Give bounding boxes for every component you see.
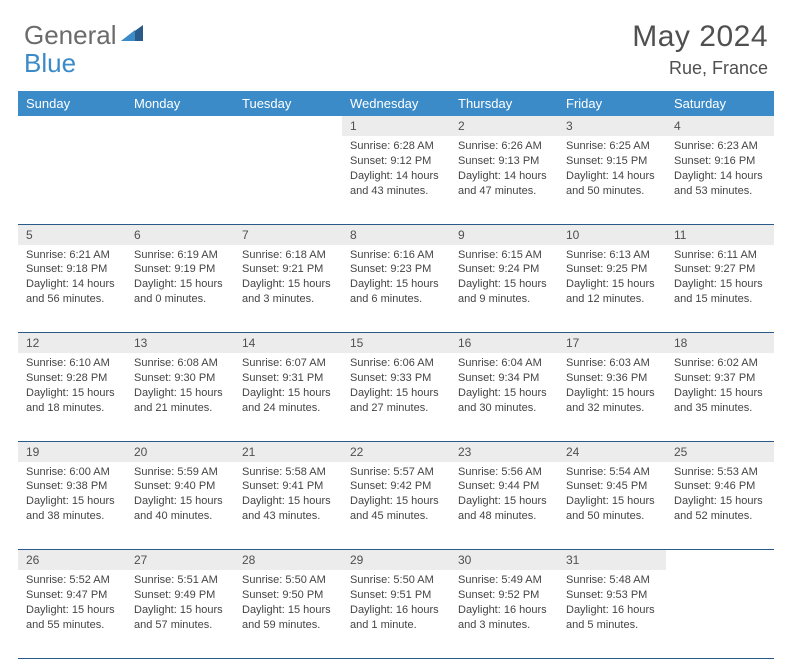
day-number: 5 <box>18 224 126 245</box>
day-number: 9 <box>450 224 558 245</box>
day-number: 3 <box>558 116 666 136</box>
day-cell: Sunrise: 6:21 AMSunset: 9:18 PMDaylight:… <box>18 245 126 333</box>
logo-text-blue: Blue <box>24 48 76 78</box>
month-title: May 2024 <box>632 20 768 54</box>
location: Rue, France <box>632 58 768 79</box>
day-number: 12 <box>18 333 126 354</box>
day-number: 29 <box>342 550 450 571</box>
day-cell: Sunrise: 5:51 AMSunset: 9:49 PMDaylight:… <box>126 570 234 658</box>
day-number <box>18 116 126 136</box>
day-number: 2 <box>450 116 558 136</box>
weekday-header: Monday <box>126 91 234 116</box>
day-cell: Sunrise: 6:06 AMSunset: 9:33 PMDaylight:… <box>342 353 450 441</box>
day-number-row: 567891011 <box>18 224 774 245</box>
logo-blue-wrap: Blue <box>24 48 76 79</box>
day-number: 26 <box>18 550 126 571</box>
weekday-header: Tuesday <box>234 91 342 116</box>
day-number: 24 <box>558 441 666 462</box>
day-number: 31 <box>558 550 666 571</box>
calendar-header-row: SundayMondayTuesdayWednesdayThursdayFrid… <box>18 91 774 116</box>
day-number: 6 <box>126 224 234 245</box>
day-number: 15 <box>342 333 450 354</box>
weekday-header: Wednesday <box>342 91 450 116</box>
day-cell: Sunrise: 5:58 AMSunset: 9:41 PMDaylight:… <box>234 462 342 550</box>
day-number: 13 <box>126 333 234 354</box>
day-number <box>666 550 774 571</box>
day-cell: Sunrise: 6:03 AMSunset: 9:36 PMDaylight:… <box>558 353 666 441</box>
day-number: 8 <box>342 224 450 245</box>
day-cell: Sunrise: 5:52 AMSunset: 9:47 PMDaylight:… <box>18 570 126 658</box>
day-content-row: Sunrise: 6:10 AMSunset: 9:28 PMDaylight:… <box>18 353 774 441</box>
day-cell <box>126 136 234 224</box>
day-number: 11 <box>666 224 774 245</box>
logo-text-general: General <box>24 20 117 51</box>
day-cell: Sunrise: 5:49 AMSunset: 9:52 PMDaylight:… <box>450 570 558 658</box>
weekday-header: Friday <box>558 91 666 116</box>
day-number <box>126 116 234 136</box>
day-cell <box>18 136 126 224</box>
weekday-header: Sunday <box>18 91 126 116</box>
day-cell <box>666 570 774 658</box>
day-cell: Sunrise: 5:48 AMSunset: 9:53 PMDaylight:… <box>558 570 666 658</box>
day-cell: Sunrise: 5:50 AMSunset: 9:50 PMDaylight:… <box>234 570 342 658</box>
weekday-header: Thursday <box>450 91 558 116</box>
day-number: 25 <box>666 441 774 462</box>
day-content-row: Sunrise: 5:52 AMSunset: 9:47 PMDaylight:… <box>18 570 774 658</box>
day-content-row: Sunrise: 6:21 AMSunset: 9:18 PMDaylight:… <box>18 245 774 333</box>
day-cell: Sunrise: 6:16 AMSunset: 9:23 PMDaylight:… <box>342 245 450 333</box>
day-cell: Sunrise: 6:00 AMSunset: 9:38 PMDaylight:… <box>18 462 126 550</box>
day-number: 10 <box>558 224 666 245</box>
calendar-table: SundayMondayTuesdayWednesdayThursdayFrid… <box>18 91 774 659</box>
day-number: 19 <box>18 441 126 462</box>
logo: General <box>24 20 145 51</box>
day-number: 17 <box>558 333 666 354</box>
day-number <box>234 116 342 136</box>
day-cell: Sunrise: 5:57 AMSunset: 9:42 PMDaylight:… <box>342 462 450 550</box>
day-cell: Sunrise: 6:26 AMSunset: 9:13 PMDaylight:… <box>450 136 558 224</box>
day-cell <box>234 136 342 224</box>
day-cell: Sunrise: 6:04 AMSunset: 9:34 PMDaylight:… <box>450 353 558 441</box>
day-number: 4 <box>666 116 774 136</box>
day-cell: Sunrise: 6:02 AMSunset: 9:37 PMDaylight:… <box>666 353 774 441</box>
weekday-header: Saturday <box>666 91 774 116</box>
day-cell: Sunrise: 5:59 AMSunset: 9:40 PMDaylight:… <box>126 462 234 550</box>
day-content-row: Sunrise: 6:00 AMSunset: 9:38 PMDaylight:… <box>18 462 774 550</box>
day-cell: Sunrise: 6:28 AMSunset: 9:12 PMDaylight:… <box>342 136 450 224</box>
day-cell: Sunrise: 6:15 AMSunset: 9:24 PMDaylight:… <box>450 245 558 333</box>
day-number: 30 <box>450 550 558 571</box>
logo-triangle-icon <box>121 23 143 48</box>
header: General May 2024 Rue, France <box>0 0 792 87</box>
day-cell: Sunrise: 6:25 AMSunset: 9:15 PMDaylight:… <box>558 136 666 224</box>
title-block: May 2024 Rue, France <box>632 20 768 79</box>
day-cell: Sunrise: 6:19 AMSunset: 9:19 PMDaylight:… <box>126 245 234 333</box>
day-number: 7 <box>234 224 342 245</box>
day-number: 16 <box>450 333 558 354</box>
day-number-row: 12131415161718 <box>18 333 774 354</box>
day-cell: Sunrise: 6:13 AMSunset: 9:25 PMDaylight:… <box>558 245 666 333</box>
day-cell: Sunrise: 6:10 AMSunset: 9:28 PMDaylight:… <box>18 353 126 441</box>
day-cell: Sunrise: 5:50 AMSunset: 9:51 PMDaylight:… <box>342 570 450 658</box>
day-cell: Sunrise: 5:56 AMSunset: 9:44 PMDaylight:… <box>450 462 558 550</box>
day-number: 22 <box>342 441 450 462</box>
day-cell: Sunrise: 5:53 AMSunset: 9:46 PMDaylight:… <box>666 462 774 550</box>
day-content-row: Sunrise: 6:28 AMSunset: 9:12 PMDaylight:… <box>18 136 774 224</box>
day-number: 28 <box>234 550 342 571</box>
day-number: 21 <box>234 441 342 462</box>
day-number: 14 <box>234 333 342 354</box>
day-number: 23 <box>450 441 558 462</box>
day-number: 27 <box>126 550 234 571</box>
day-number: 18 <box>666 333 774 354</box>
day-cell: Sunrise: 6:08 AMSunset: 9:30 PMDaylight:… <box>126 353 234 441</box>
day-cell: Sunrise: 6:18 AMSunset: 9:21 PMDaylight:… <box>234 245 342 333</box>
day-cell: Sunrise: 6:11 AMSunset: 9:27 PMDaylight:… <box>666 245 774 333</box>
day-number-row: 19202122232425 <box>18 441 774 462</box>
day-cell: Sunrise: 6:23 AMSunset: 9:16 PMDaylight:… <box>666 136 774 224</box>
day-number: 1 <box>342 116 450 136</box>
day-number-row: 1234 <box>18 116 774 136</box>
day-cell: Sunrise: 5:54 AMSunset: 9:45 PMDaylight:… <box>558 462 666 550</box>
day-number: 20 <box>126 441 234 462</box>
day-number-row: 262728293031 <box>18 550 774 571</box>
day-cell: Sunrise: 6:07 AMSunset: 9:31 PMDaylight:… <box>234 353 342 441</box>
